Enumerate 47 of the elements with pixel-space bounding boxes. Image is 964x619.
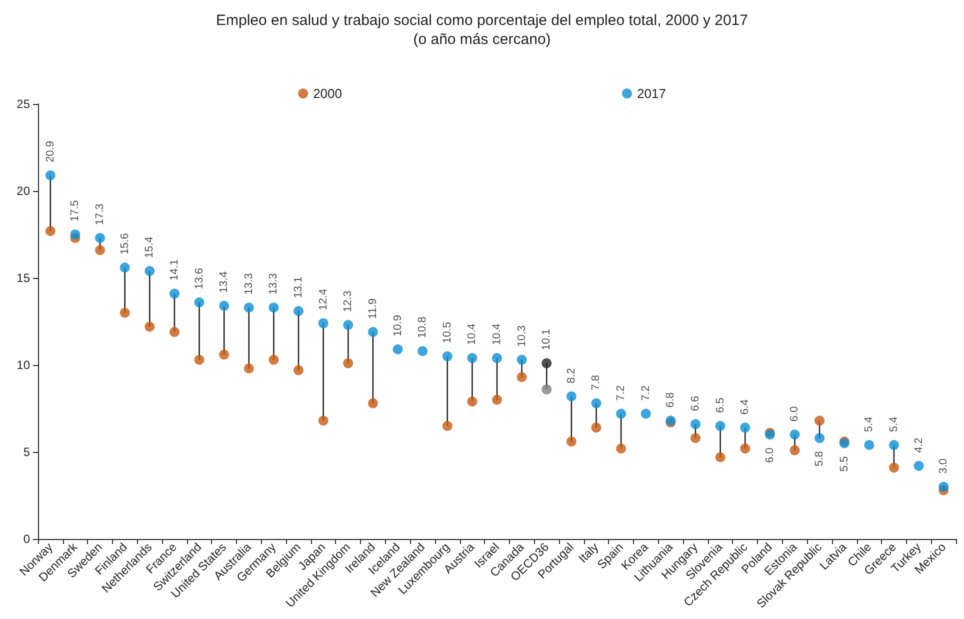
chart-title: Empleo en salud y trabajo social como porcentaje del empleo total, 2000 y 2017 <box>216 12 748 29</box>
y-tick-label: 5 <box>23 445 30 459</box>
data-label: 5.5 <box>838 456 850 472</box>
data-label: 6.5 <box>714 398 726 413</box>
data-label: 7.2 <box>640 385 652 401</box>
data-label: 4.2 <box>912 438 925 453</box>
data-label: 13.6 <box>193 268 206 290</box>
data-label: 6.6 <box>689 396 702 412</box>
data-label: 13.4 <box>218 271 230 293</box>
data-label: 3.0 <box>938 458 950 474</box>
data-label: 17.5 <box>69 200 82 222</box>
data-label: 10.3 <box>516 325 528 347</box>
data-label: 20.9 <box>44 140 56 162</box>
data-label: 13.3 <box>268 273 280 295</box>
data-label: 6.0 <box>764 448 776 463</box>
data-label: 5.4 <box>863 416 876 432</box>
y-tick-label: 20 <box>16 184 30 198</box>
data-label: 10.4 <box>466 324 478 346</box>
data-label: 12.4 <box>317 288 330 310</box>
data-label: 7.2 <box>615 385 628 401</box>
data-label: 10.4 <box>491 324 503 346</box>
data-label: 5.8 <box>814 451 826 466</box>
y-tick-label: 0 <box>23 532 30 546</box>
y-tick-label: 15 <box>16 271 30 285</box>
data-label: 14.1 <box>168 259 180 281</box>
data-label: 10.1 <box>540 328 553 350</box>
data-label: 13.1 <box>292 276 305 298</box>
data-label: 13.3 <box>242 273 255 295</box>
data-label: 5.4 <box>888 416 900 432</box>
chart-subtitle: (o año más cercano) <box>413 31 551 48</box>
data-label: 17.3 <box>94 204 106 225</box>
data-label: 10.8 <box>416 316 429 338</box>
y-tick-label: 25 <box>16 97 30 111</box>
data-label: 8.2 <box>565 368 578 384</box>
data-label: 10.9 <box>392 314 404 336</box>
data-label: 11.9 <box>366 298 379 319</box>
data-label: 6.4 <box>739 399 752 415</box>
data-label: 12.3 <box>342 290 354 312</box>
y-tick-label: 10 <box>16 358 30 372</box>
data-label: 15.6 <box>118 233 131 255</box>
legend-label: 2017 <box>637 86 666 101</box>
data-label: 6.0 <box>788 406 801 422</box>
data-label: 6.8 <box>664 392 677 408</box>
data-label: 7.8 <box>590 374 602 390</box>
legend-label: 2000 <box>313 86 342 101</box>
data-label: 10.5 <box>441 322 454 344</box>
data-label: 15.4 <box>144 236 156 258</box>
